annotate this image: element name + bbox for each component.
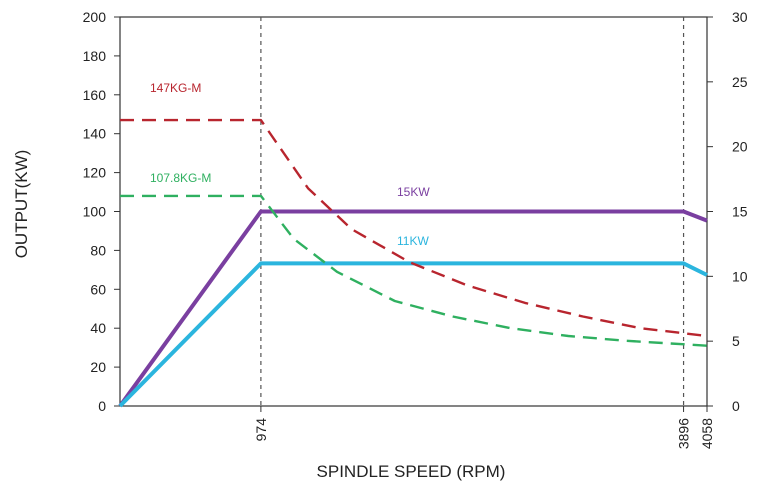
y-tick-label: 140 [83,126,107,142]
y2-tick-label: 0 [732,398,740,414]
y-tick-label: 180 [83,48,107,64]
y2-tick-label: 10 [732,268,748,284]
y-tick-label: 20 [90,359,106,375]
y2-tick-label: 30 [732,9,748,25]
y2-tick-label: 20 [732,139,748,155]
y-tick-label: 60 [90,281,106,297]
series-line-11kw [118,261,708,408]
series-line-107-8kg-m [120,194,708,347]
x-axis-title: SPINDLE SPEED (RPM) [317,462,506,481]
left-axis-ticks: 0 20 40 60 80 100 120 140 160 180 200 [83,9,120,414]
series-lines [118,118,708,408]
y2-tick-label: 15 [732,204,748,220]
series-labels: 15KW 11KW 147KG-M 107.8KG-M [150,81,430,248]
x-tick-label: 3896 [676,418,692,449]
x-tick-label: 4058 [699,418,715,449]
series-label: 11KW [397,234,429,248]
x-axis-ticks: 974 3896 4058 [253,406,715,449]
series-label: 107.8KG-M [150,171,211,185]
y-tick-label: 80 [90,242,106,258]
series-label: 147KG-M [150,81,201,95]
y2-tick-label: 25 [732,74,748,90]
series-label: 15KW [397,185,430,199]
y2-tick-label: 5 [732,333,740,349]
y-tick-label: 120 [83,165,107,181]
series-line-15kw [118,209,708,408]
y-tick-label: 200 [83,9,107,25]
y-tick-label: 160 [83,87,107,103]
x-tick-label: 974 [253,418,269,442]
y-tick-label: 0 [98,398,106,414]
y-axis-title: OUTPUT(KW) [12,150,31,259]
y-tick-label: 40 [90,320,106,336]
right-axis-ticks: 0 5 10 15 20 25 30 [707,9,748,414]
y-tick-label: 100 [83,204,107,220]
series-line-147kg-m [120,118,708,338]
